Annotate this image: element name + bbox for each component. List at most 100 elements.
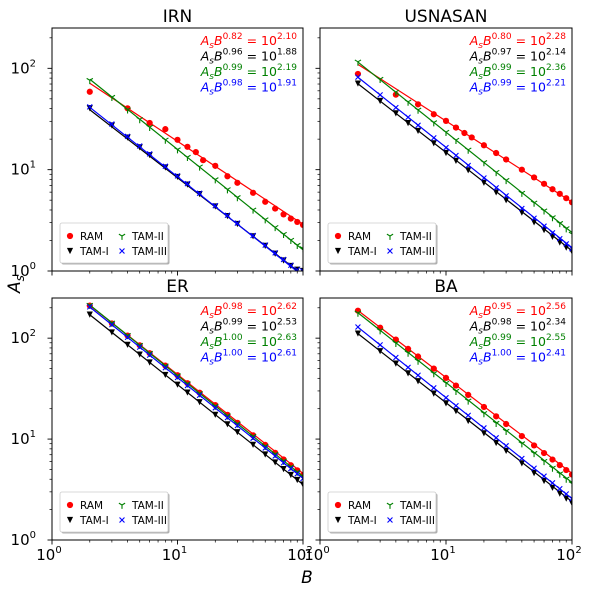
- fit-line-tam-iii: [89, 106, 298, 271]
- x-axis-label: B: [301, 568, 313, 588]
- fit-equation-ram: AsB0.82 = 102.10: [200, 32, 298, 51]
- data-point-tam-ii: [271, 224, 279, 232]
- data-point-ram: [480, 142, 488, 149]
- legend-box: [327, 222, 437, 264]
- data-point-tam-iii: [503, 192, 509, 199]
- data-point-ram: [503, 420, 510, 428]
- data-point-tam-i: [262, 451, 269, 458]
- data-point-tam-i: [377, 348, 384, 355]
- x-tick-label: 101: [162, 545, 187, 564]
- data-point-tam-ii: [492, 169, 500, 177]
- fit-equation-tam-ii: AsB0.99 = 102.19: [200, 63, 298, 82]
- data-point-tam-i: [174, 381, 181, 388]
- data-point-tam-iii: [518, 205, 525, 212]
- data-point-tam-iii: [250, 435, 256, 442]
- data-point-tam-iii: [234, 220, 241, 226]
- legend-marker-tam-i: [334, 247, 342, 255]
- data-point-tam-iii: [569, 495, 572, 502]
- data-point-ram: [224, 173, 231, 180]
- y-tick-label: 101: [11, 160, 36, 179]
- data-point-tam-ii: [404, 350, 412, 357]
- legend-label-tam-iii: TAM-III: [131, 246, 167, 258]
- legend-label-tam-i: TAM-I: [347, 515, 377, 527]
- data-point-tam-i: [518, 209, 525, 216]
- data-point-tam-iii: [212, 404, 219, 411]
- fit-equation-tam-i: AsB0.96 = 101.88: [200, 48, 298, 67]
- data-point-tam-ii: [530, 200, 538, 207]
- data-point-tam-iii: [280, 256, 287, 263]
- data-point-ram: [184, 143, 191, 150]
- legend-marker-tam-iii: [119, 517, 125, 523]
- data-point-tam-i: [108, 329, 115, 336]
- data-point-tam-iii: [109, 321, 115, 328]
- data-point-ram: [200, 157, 207, 164]
- data-point-ram: [287, 215, 294, 222]
- data-point-tam-iii: [146, 352, 153, 358]
- fit-line-tam-ii: [357, 312, 572, 483]
- data-point-tam-iii: [287, 465, 294, 472]
- data-point-ram: [556, 190, 563, 197]
- data-point-tam-ii: [299, 246, 303, 253]
- legend-label-tam-ii: TAM-II: [399, 500, 432, 512]
- data-point-ram: [480, 403, 488, 411]
- data-point-tam-ii: [556, 220, 564, 228]
- panel-frame-irn: [51, 27, 304, 272]
- data-point-tam-i: [549, 484, 556, 491]
- data-point-tam-i: [287, 471, 294, 479]
- y-tick-label: 102: [11, 58, 36, 77]
- data-point-tam-i: [404, 120, 412, 127]
- data-point-tam-ii: [233, 195, 241, 202]
- x-tick-label: 100: [304, 545, 329, 564]
- data-point-tam-ii: [184, 154, 191, 162]
- data-point-tam-iii: [563, 241, 570, 247]
- legend-marker-tam-ii: [386, 233, 394, 240]
- legend-label-tam-i: TAM-I: [347, 246, 377, 258]
- fit-equation-ram: AsB0.80 = 102.28: [469, 32, 567, 51]
- data-point-tam-i: [280, 466, 287, 473]
- y-axis-label-base: A: [5, 281, 25, 294]
- x-tick-label: 102: [556, 545, 581, 564]
- data-point-tam-i: [540, 227, 548, 234]
- data-point-ram: [354, 70, 362, 78]
- data-point-tam-iii: [136, 143, 143, 149]
- data-point-tam-iii: [162, 364, 169, 371]
- data-point-tam-iii: [453, 402, 459, 409]
- data-point-tam-iii: [392, 104, 399, 111]
- data-point-ram: [540, 449, 548, 457]
- legend-marker-tam-ii: [386, 502, 394, 509]
- data-point-tam-iii: [443, 394, 449, 401]
- data-point-tam-ii: [549, 465, 556, 472]
- data-point-tam-iii: [430, 134, 437, 141]
- legend-marker-ram: [66, 232, 74, 240]
- y-axis-label-subscript: s: [13, 275, 27, 281]
- legend-label-ram: RAM: [348, 500, 371, 512]
- data-point-tam-i: [146, 359, 153, 366]
- data-point-tam-iii: [531, 465, 537, 472]
- data-point-tam-iii: [184, 180, 191, 187]
- data-point-tam-ii: [492, 420, 500, 427]
- legend-box: [327, 491, 437, 533]
- panel-title-usnasan: USNASAN: [404, 7, 487, 27]
- data-point-ram: [86, 88, 93, 95]
- legend-label-ram: RAM: [80, 231, 103, 243]
- data-point-tam-ii: [452, 137, 460, 144]
- data-point-tam-iii: [234, 422, 241, 429]
- legend-label-tam-i: TAM-I: [79, 515, 109, 527]
- panel-title-er: ER: [166, 277, 189, 297]
- x-tick-label: 100: [36, 545, 61, 564]
- legend-ba: RAM TAM-I TAM-II TAM-III: [327, 491, 438, 534]
- data-point-tam-iii: [556, 235, 563, 242]
- data-point-ram: [430, 365, 437, 372]
- data-point-tam-iii: [262, 242, 269, 248]
- data-point-tam-i: [442, 400, 450, 407]
- data-point-tam-i: [414, 378, 422, 385]
- data-point-tam-i: [430, 390, 437, 397]
- data-point-tam-i: [503, 447, 510, 454]
- data-point-tam-i: [493, 189, 500, 196]
- data-point-tam-iii: [563, 491, 570, 497]
- data-point-tam-ii: [86, 77, 94, 85]
- data-point-tam-i: [354, 330, 362, 337]
- data-point-tam-i: [563, 495, 570, 502]
- data-point-tam-ii: [442, 380, 450, 387]
- data-point-ram: [503, 156, 510, 163]
